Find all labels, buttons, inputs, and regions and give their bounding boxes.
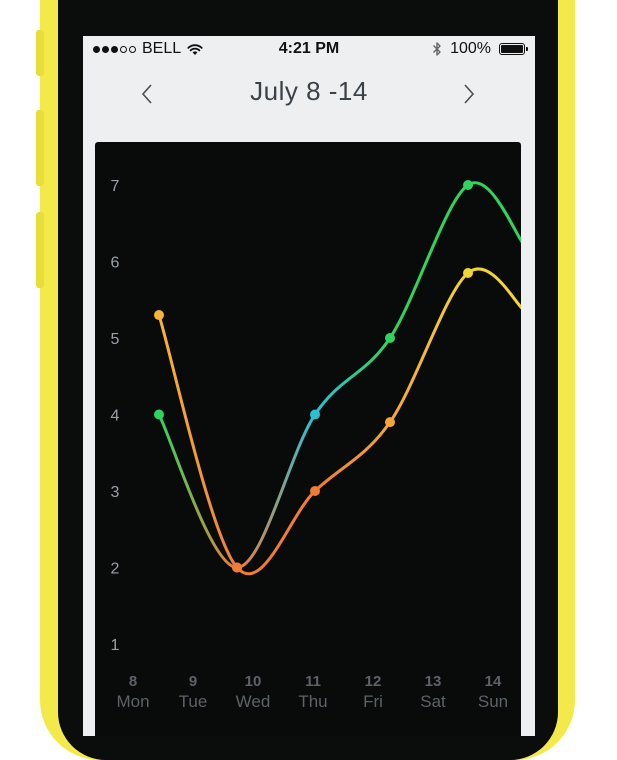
data-point bbox=[310, 409, 320, 420]
data-point bbox=[232, 562, 242, 573]
x-tick-day: 8 bbox=[129, 673, 137, 690]
chevron-left-icon bbox=[141, 84, 152, 104]
battery-percent: 100% bbox=[450, 40, 491, 57]
status-time: 4:21 PM bbox=[278, 40, 340, 57]
battery-icon bbox=[499, 43, 528, 55]
volume-down-button bbox=[36, 212, 44, 288]
signal-dot bbox=[129, 45, 136, 53]
x-tick-weekday: Sun bbox=[478, 692, 508, 711]
signal-strength-icon bbox=[93, 45, 136, 53]
week-range-title: July 8 -14 bbox=[250, 76, 368, 106]
phone-screen: BELL 4:21 PM 100% July 8 -14 bbox=[83, 36, 535, 736]
x-tick-weekday: Fri bbox=[363, 692, 383, 711]
data-point bbox=[385, 333, 395, 343]
signal-dot bbox=[111, 45, 118, 53]
y-tick-label: 6 bbox=[111, 255, 120, 272]
signal-dot bbox=[102, 45, 109, 53]
x-tick-day: 14 bbox=[485, 673, 502, 690]
data-point bbox=[463, 180, 473, 190]
y-tick-label: 3 bbox=[111, 484, 120, 501]
next-week-button[interactable] bbox=[449, 74, 489, 114]
status-right: 100% bbox=[432, 40, 528, 58]
battery-fill bbox=[501, 45, 523, 53]
x-tick-day: 9 bbox=[189, 673, 197, 690]
status-bar: BELL 4:21 PM 100% bbox=[83, 36, 535, 64]
x-tick-day: 12 bbox=[365, 673, 382, 690]
data-point bbox=[154, 310, 164, 321]
x-tick-weekday: Sat bbox=[420, 692, 446, 711]
nav-bar: July 8 -14 bbox=[83, 66, 535, 122]
signal-dot bbox=[93, 45, 100, 53]
previous-week-button[interactable] bbox=[127, 74, 167, 114]
y-tick-label: 2 bbox=[111, 561, 120, 578]
x-tick-weekday: Tue bbox=[179, 692, 208, 711]
x-tick-weekday: Wed bbox=[236, 692, 271, 711]
x-tick-weekday: Mon bbox=[116, 692, 149, 711]
carrier-label: BELL bbox=[142, 40, 182, 57]
y-tick-label: 4 bbox=[111, 408, 120, 425]
x-tick-day: 11 bbox=[305, 673, 321, 690]
data-point bbox=[385, 417, 395, 428]
wifi-icon bbox=[187, 43, 203, 55]
x-tick-weekday: Thu bbox=[298, 692, 327, 711]
data-point bbox=[463, 267, 473, 278]
chevron-right-icon bbox=[464, 84, 475, 104]
x-tick-day: 13 bbox=[425, 673, 442, 690]
data-point bbox=[310, 486, 320, 496]
series-line bbox=[157, 267, 521, 576]
chart-panel: 1 2 3 4 5 6 7 8 Mon 9 Tue 10 Wed 11 Thu 12 Fri 13 Sat 14 Sun bbox=[95, 142, 521, 736]
y-tick-label: 5 bbox=[111, 331, 120, 348]
x-tick-day: 10 bbox=[245, 673, 262, 690]
data-point bbox=[154, 409, 164, 420]
status-left: BELL bbox=[93, 40, 203, 58]
signal-dot bbox=[120, 45, 127, 53]
y-tick-label: 7 bbox=[111, 178, 120, 195]
volume-up-button bbox=[36, 110, 44, 186]
ringer-switch bbox=[36, 30, 44, 76]
bluetooth-icon bbox=[433, 42, 441, 56]
y-tick-label: 1 bbox=[111, 637, 120, 654]
